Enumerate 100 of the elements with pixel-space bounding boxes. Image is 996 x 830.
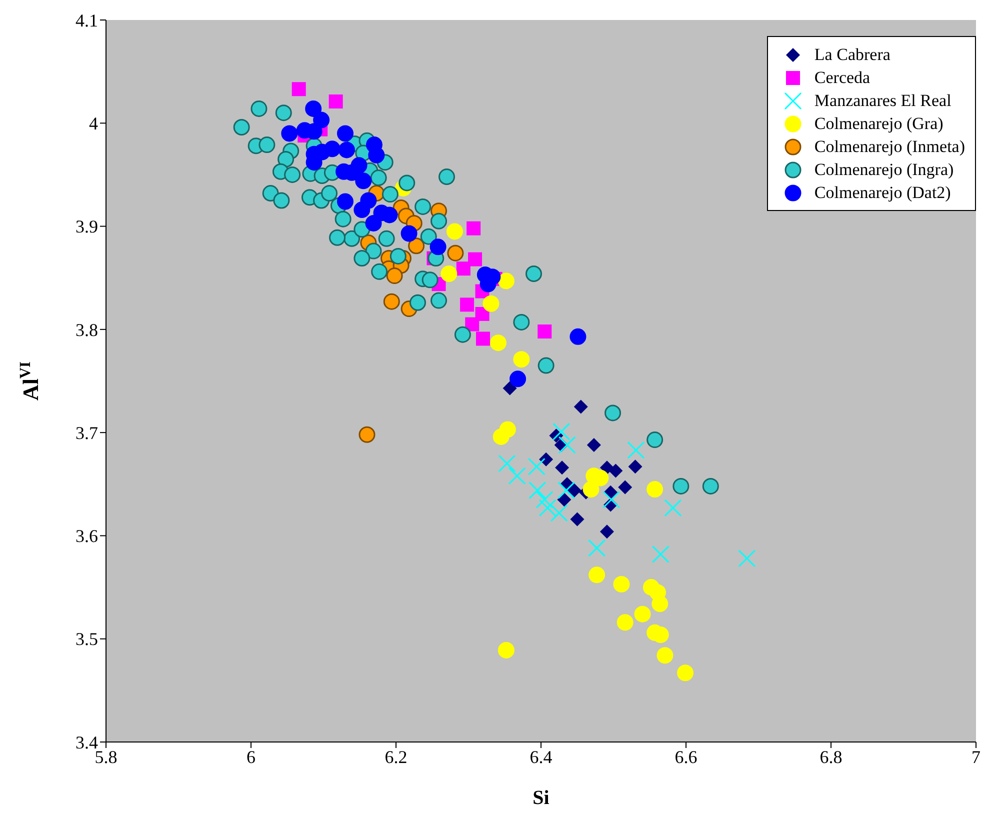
point: [558, 482, 576, 500]
point: [313, 112, 330, 128]
point: [498, 454, 516, 472]
point: [550, 504, 568, 522]
point: [634, 606, 651, 622]
legend-label: Cerceda: [814, 68, 870, 88]
point: [492, 428, 510, 445]
point: [262, 185, 279, 202]
point: [398, 174, 416, 192]
point: [328, 94, 343, 108]
point: [588, 566, 606, 584]
point: [555, 460, 570, 475]
point: [528, 458, 546, 476]
point: [738, 550, 756, 568]
point: [281, 125, 298, 142]
y-tick-label: 3.7: [76, 422, 98, 443]
x-tick-label: 6.8: [820, 746, 842, 767]
legend-label: Colmenarejo (Ingra): [814, 160, 954, 180]
point: [354, 250, 370, 267]
point: [258, 136, 276, 154]
point: [538, 324, 552, 338]
point: [337, 125, 354, 142]
point: [378, 230, 395, 247]
point: [422, 272, 438, 288]
point: [382, 186, 398, 203]
point: [652, 546, 670, 564]
point: [446, 223, 463, 240]
point: [618, 480, 632, 494]
point: [608, 464, 623, 478]
point: [613, 576, 630, 592]
point: [250, 100, 268, 117]
point: [383, 293, 400, 310]
point: [498, 272, 514, 290]
point: [600, 524, 614, 539]
point: [664, 499, 682, 517]
point: [465, 317, 480, 332]
point: [510, 370, 526, 388]
point: [454, 326, 471, 343]
point: [438, 168, 455, 186]
point: [408, 238, 425, 254]
point: [292, 82, 306, 96]
point: [440, 265, 458, 282]
point: [567, 483, 582, 498]
point: [582, 481, 600, 498]
point: [508, 467, 526, 485]
legend-label: Colmenarejo (Inmeta): [814, 136, 965, 156]
point: [305, 100, 322, 117]
point: [365, 214, 382, 232]
point: [430, 212, 448, 230]
point: [447, 244, 464, 262]
point: [329, 229, 346, 246]
point: [278, 150, 294, 168]
y-tick-label: 4: [89, 114, 98, 134]
y-tick-label: 3.9: [76, 216, 98, 237]
point: [574, 400, 588, 414]
point: [646, 481, 664, 498]
point: [570, 328, 586, 345]
point: [355, 172, 372, 190]
point: [370, 170, 387, 186]
point: [275, 104, 292, 122]
y-tick-label: 4.1: [76, 10, 98, 30]
point: [365, 242, 382, 260]
point: [386, 268, 403, 284]
point: [324, 140, 340, 158]
point: [538, 499, 556, 517]
x-axis-title: Si: [532, 787, 550, 809]
point: [414, 198, 432, 215]
point: [570, 512, 584, 526]
point: [586, 438, 601, 452]
point: [490, 334, 506, 352]
point: [677, 664, 694, 682]
point: [430, 292, 448, 309]
point: [273, 192, 290, 209]
point: [337, 193, 354, 210]
point: [233, 119, 250, 136]
point: [390, 248, 406, 264]
legend-label: Manzanares El Real: [814, 90, 952, 110]
point: [552, 422, 570, 440]
point: [513, 351, 530, 368]
point: [430, 238, 446, 256]
point: [334, 210, 352, 228]
point: [338, 142, 355, 158]
legend-label: Colmenarejo (Gra): [814, 114, 944, 134]
point: [420, 228, 437, 245]
x-tick-label: 6: [246, 746, 256, 767]
point: [672, 478, 690, 494]
point: [557, 492, 572, 507]
point: [371, 263, 388, 280]
x-tick-label: 6.2: [384, 746, 408, 767]
point: [482, 295, 500, 312]
point: [558, 436, 576, 454]
y-tick-label: 3.6: [76, 526, 98, 546]
y-tick-label: 3.5: [76, 629, 98, 650]
point: [602, 490, 620, 508]
point: [526, 265, 542, 282]
x-tick-label: 6.4: [530, 746, 552, 767]
y-tick-label: 3.4: [76, 732, 98, 752]
point: [354, 221, 370, 238]
point: [616, 614, 634, 631]
point: [627, 441, 645, 459]
